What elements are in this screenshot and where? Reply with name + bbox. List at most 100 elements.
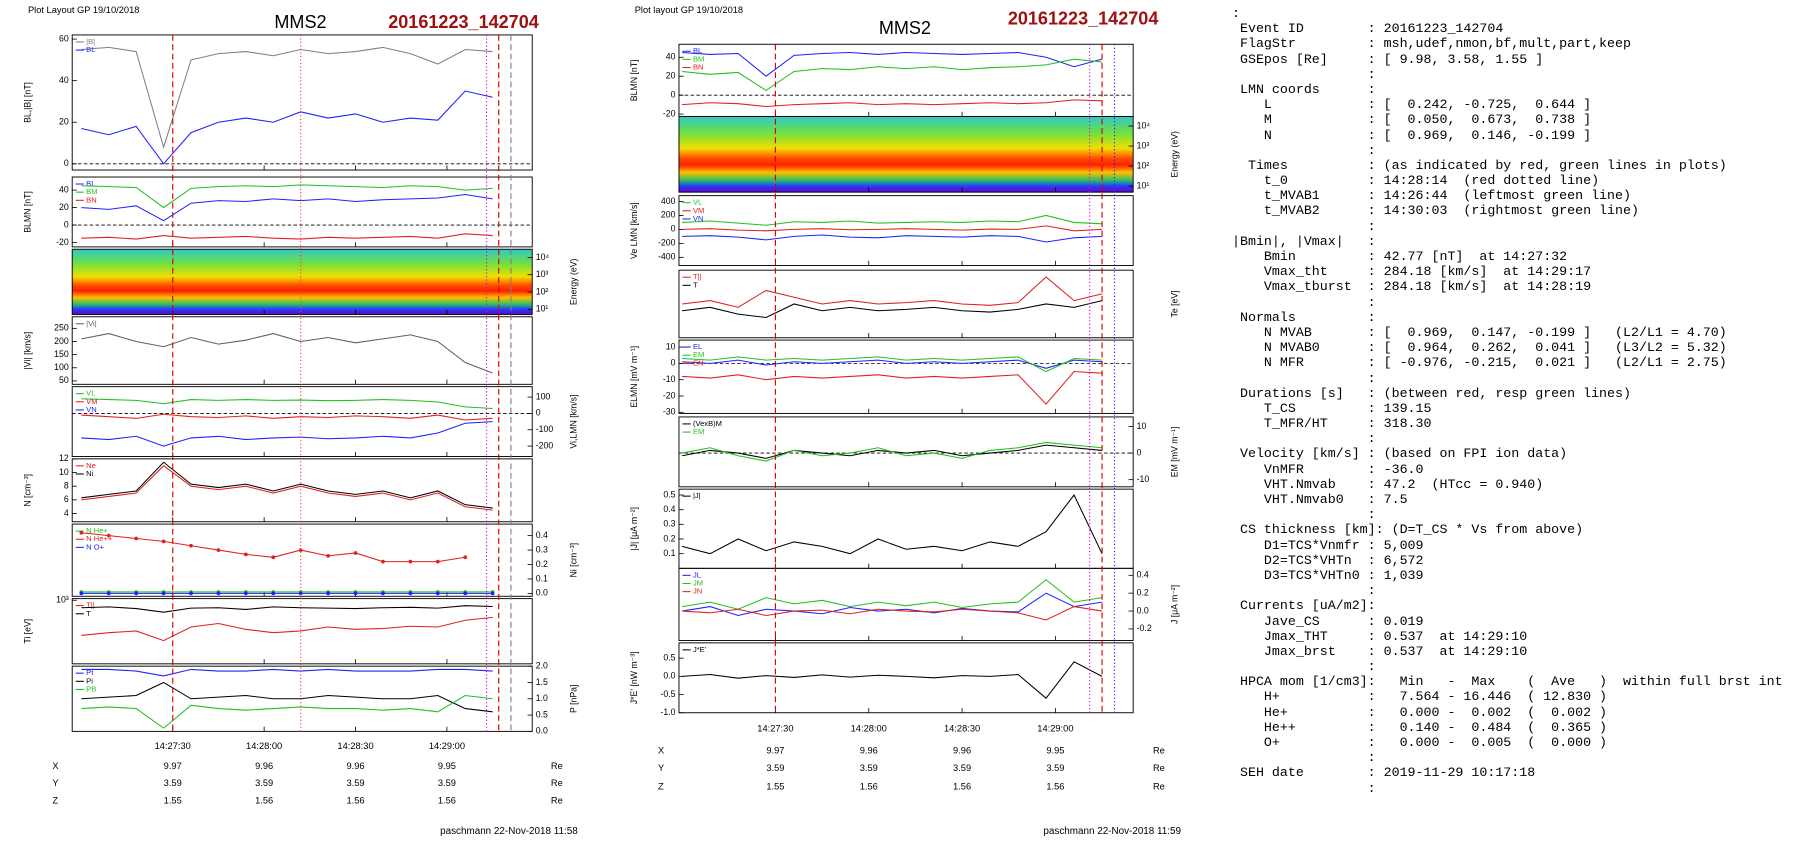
text-line: He++ : 0.140 - 0.484 ( 0.365 )	[1232, 719, 1608, 735]
y-axis-label: BL,|B| [nT]	[22, 82, 32, 123]
orbit-value: 1.55	[766, 782, 784, 792]
text-line: :	[1232, 218, 1376, 234]
series-marker	[243, 591, 248, 596]
text-line: :	[1232, 142, 1376, 158]
y-tick-label: 0.5	[536, 709, 548, 719]
y-axis-label: Ni [cm⁻³]	[568, 543, 578, 578]
y-axis-label: Ve LMN [km/s]	[629, 202, 639, 259]
x-tick-label: 14:28:30	[337, 741, 373, 751]
legend-label: BL	[86, 179, 95, 188]
legend-label: BL	[86, 45, 95, 54]
series-line	[81, 605, 493, 613]
orbit-value: 1.55	[164, 796, 182, 806]
text-line: CS thickness [km]: (D=T_CS * Vs from abo…	[1232, 522, 1584, 538]
panel-frame	[678, 567, 1134, 642]
series-marker	[216, 548, 221, 552]
orbit-value: 3.59	[438, 778, 456, 788]
text-line: Event ID : 20161223_142704	[1232, 21, 1504, 37]
spacecraft-title: MMS2	[274, 12, 326, 32]
y-tick-label: 8	[64, 481, 69, 491]
legend-label: JN	[693, 587, 702, 596]
text-line: H+ : 7.564 - 16.446 ( 12.830 )	[1232, 689, 1608, 705]
series-line	[682, 359, 1103, 369]
y-tick-label: 0.0	[1137, 605, 1149, 615]
series-line	[81, 681, 493, 713]
y-tick-label: 10³	[536, 269, 549, 279]
panel-frame	[678, 488, 1134, 569]
orbit-label: X	[658, 746, 664, 756]
legend-label: Ni	[86, 469, 93, 478]
y-tick-label: 10²	[1137, 160, 1150, 170]
orbit-label: Z	[658, 782, 664, 792]
x-tick-label: 14:28:00	[851, 724, 887, 734]
legend-label: JL	[693, 570, 701, 579]
series-marker	[463, 591, 468, 596]
series-marker	[490, 591, 495, 596]
y-tick-label: -0.2	[1137, 623, 1152, 633]
text-line: Velocity [km/s] : (based on FPI ion data…	[1232, 446, 1568, 462]
y-tick-label: -30	[663, 407, 676, 417]
text-line: :	[1232, 780, 1376, 796]
legend-label: VM	[86, 397, 97, 406]
legend-label: Pi	[86, 676, 93, 685]
text-line: Jave_CS : 0.019	[1232, 613, 1424, 629]
orbit-unit: Re	[551, 761, 563, 771]
y-axis-label: BLMN [nT]	[629, 60, 639, 102]
panel-frame	[678, 195, 1134, 266]
y-tick-label: 0.2	[1137, 587, 1149, 597]
y-tick-label: 1.5	[536, 677, 548, 687]
legend-label: |B|	[86, 37, 95, 46]
series-line	[682, 579, 1103, 610]
series-line	[81, 398, 493, 410]
series-line	[81, 668, 493, 677]
text-line: M : [ 0.050, 0.673, 0.738 ]	[1232, 112, 1592, 128]
event-title: 20161223_142704	[1008, 9, 1159, 29]
plot-root: Plot Layout GP 19/10/2018 MMS2 20161223_14…	[22, 5, 1181, 837]
y-tick-label: -200	[658, 238, 676, 248]
series-line	[81, 184, 493, 209]
series-marker	[353, 551, 358, 555]
legend-label: N O+	[86, 542, 104, 551]
y-tick-label: 200	[661, 210, 676, 220]
legend-label: N He++	[86, 534, 113, 543]
y-tick-label: 100	[54, 362, 69, 372]
spectrogram	[72, 249, 533, 315]
series-marker	[106, 591, 111, 596]
text-line: N MVAB : [ 0.969, 0.147, -0.199 ] (L2/L1…	[1232, 324, 1727, 340]
x-tick-label: 14:28:00	[246, 741, 282, 751]
panel-frame	[678, 339, 1134, 414]
series-line	[81, 333, 493, 374]
series-marker	[271, 555, 276, 560]
text-line: Normals :	[1232, 309, 1376, 325]
y-tick-label: -10	[663, 374, 676, 384]
y-tick-label: 100	[536, 391, 551, 401]
y-tick-label: -400	[658, 252, 676, 262]
legend-label: VN	[693, 214, 704, 223]
text-line: Times : (as indicated by red, green line…	[1232, 157, 1727, 173]
y-tick-label: 0	[671, 358, 676, 368]
y-tick-label: -10	[1137, 474, 1150, 484]
orbit-label: Y	[52, 778, 58, 788]
series-marker	[353, 591, 358, 596]
legend-label: VL	[693, 198, 702, 207]
y-tick-label: -20	[663, 390, 676, 400]
orbit-value: 3.59	[255, 778, 273, 788]
orbit-value: 1.56	[1046, 782, 1064, 792]
y-axis-label: BLMN [nT]	[22, 191, 32, 233]
spectrogram	[678, 116, 1134, 193]
text-line: Jmax_THT : 0.537 at 14:29:10	[1232, 628, 1528, 644]
legend-label: Pt	[86, 668, 94, 677]
y-tick-label: 10³	[56, 595, 69, 605]
series-line	[682, 606, 1103, 621]
panel-frame	[678, 416, 1134, 488]
y-tick-label: 0	[1137, 447, 1142, 457]
orbit-unit: Re	[551, 778, 563, 788]
y-tick-label: 250	[54, 323, 69, 333]
y-tick-label: 10	[666, 341, 676, 351]
series-marker	[326, 553, 330, 558]
text-line: Vmax_tht : 284.18 [km/s] at 14:29:17	[1232, 264, 1592, 280]
footer: paschmann 22-Nov-2018 11:58	[440, 826, 578, 837]
y-axis-label: EM [mV m⁻¹]	[1169, 427, 1179, 478]
y-tick-label: 0.4	[1137, 570, 1149, 580]
